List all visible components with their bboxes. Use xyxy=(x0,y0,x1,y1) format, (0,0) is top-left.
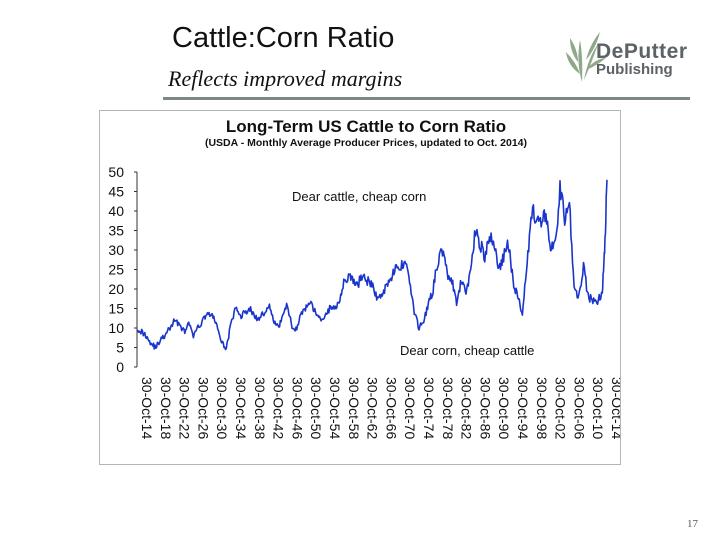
slide-subtitle: Reflects improved margins xyxy=(168,66,403,91)
x-tick-label: 30-Oct-62 xyxy=(365,377,381,439)
x-tick-label: 30-Oct-54 xyxy=(327,377,343,439)
y-tick-label: 40 xyxy=(108,203,124,219)
x-tick-label: 30-Oct-70 xyxy=(402,377,418,439)
y-tick-label: 5 xyxy=(116,340,124,356)
page-number: 17 xyxy=(687,518,698,530)
x-tick-label: 30-Oct-90 xyxy=(496,377,512,439)
x-tick-label: 30-Oct-18 xyxy=(158,377,174,439)
chart-subtitle: (USDA - Monthly Average Producer Prices,… xyxy=(205,137,527,149)
x-tick-label: 30-Oct-22 xyxy=(177,377,193,439)
y-tick-label: 25 xyxy=(108,262,124,278)
x-tick-label: 30-Oct-38 xyxy=(252,377,268,439)
x-tick-label: 30-Oct-98 xyxy=(534,377,550,439)
y-tick-label: 15 xyxy=(108,301,124,317)
cattle-corn-chart: Long-Term US Cattle to Corn Ratio (USDA … xyxy=(108,117,625,439)
logo-subname: Publishing xyxy=(596,61,673,78)
x-tick-label: 30-Oct-02 xyxy=(553,377,569,439)
x-tick-label: 30-Oct-06 xyxy=(571,377,587,439)
x-tick-label: 30-Oct-74 xyxy=(421,377,437,439)
leaf-sprig-icon xyxy=(566,32,606,82)
y-tick-label: 0 xyxy=(116,359,124,375)
x-tick-label: 30-Oct-14 xyxy=(609,377,620,439)
series-line-0 xyxy=(136,179,608,351)
x-tick-label: 30-Oct-94 xyxy=(515,377,531,439)
y-tick-label: 20 xyxy=(108,281,124,297)
x-tick-label: 30-Oct-46 xyxy=(289,377,305,439)
x-tick-label: 30-Oct-34 xyxy=(233,377,249,439)
x-tick-label: 30-Oct-58 xyxy=(346,377,362,439)
annotation-dear-corn: Dear corn, cheap cattle xyxy=(400,343,534,358)
annotation-dear-cattle: Dear cattle, cheap corn xyxy=(292,189,426,204)
x-tick-label: 30-Oct-86 xyxy=(477,377,493,439)
chart-frame: Long-Term US Cattle to Corn Ratio (USDA … xyxy=(99,110,625,465)
chart-title: Long-Term US Cattle to Corn Ratio xyxy=(226,117,506,136)
x-tick-label: 30-Oct-82 xyxy=(459,377,475,439)
y-tick-label: 45 xyxy=(108,184,124,200)
y-tick-label: 30 xyxy=(108,242,124,258)
y-tick-label: 10 xyxy=(108,320,124,336)
x-tick-label: 30-Oct-14 xyxy=(139,377,155,439)
x-tick-label: 30-Oct-50 xyxy=(308,377,324,439)
y-tick-label: 35 xyxy=(108,223,124,239)
x-tick-label: 30-Oct-66 xyxy=(383,377,399,439)
logo-name: DePutter xyxy=(596,40,688,63)
x-tick-label: 30-Oct-42 xyxy=(271,377,287,439)
title-divider xyxy=(163,97,690,100)
x-tick-label: 30-Oct-30 xyxy=(214,377,230,439)
x-tick-label: 30-Oct-78 xyxy=(440,377,456,439)
x-tick-label: 30-Oct-26 xyxy=(195,377,211,439)
slide-title: Cattle:Corn Ratio xyxy=(172,22,395,54)
y-tick-label: 50 xyxy=(108,164,124,180)
x-tick-label: 30-Oct-10 xyxy=(590,377,606,439)
